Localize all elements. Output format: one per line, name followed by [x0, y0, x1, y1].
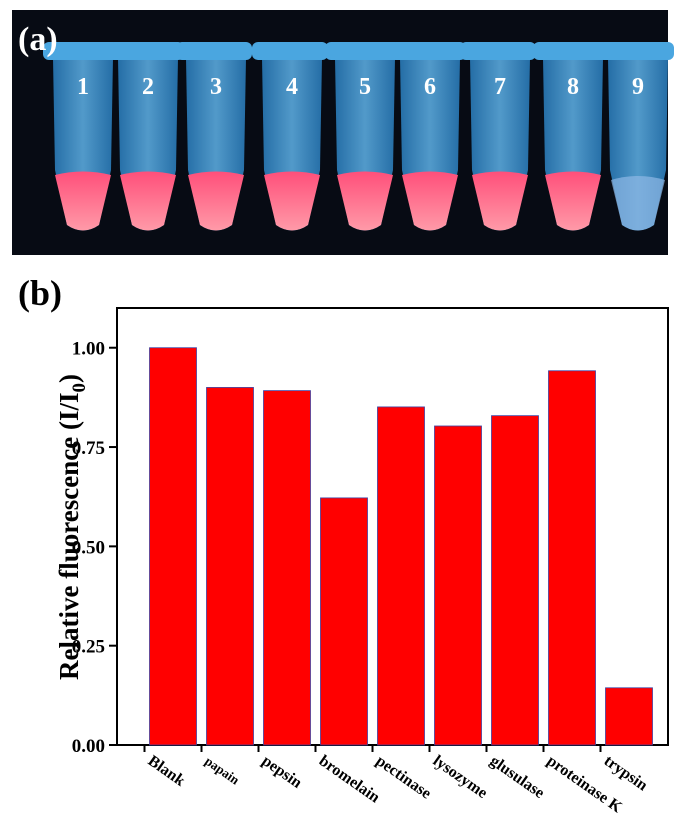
y-axis-label: Relative fluorescence (I/I0) — [54, 374, 90, 680]
bar — [491, 415, 539, 746]
panel-label-a: (a) — [18, 21, 58, 58]
tube: 2 — [108, 42, 184, 231]
bar — [605, 687, 653, 746]
bar — [320, 497, 368, 746]
photo: 1 2 3 4 5 6 7 8 9 — [43, 42, 674, 231]
tube: 7 — [460, 42, 536, 231]
tube: 8 — [533, 42, 609, 231]
y-tick-label: 1.00 — [72, 339, 105, 360]
tube-cap — [176, 42, 252, 60]
y-tick-label: 0.25 — [72, 637, 105, 658]
tube: 5 — [325, 42, 401, 231]
tube-liquid — [188, 171, 244, 231]
y-label-main: Relative fluorescence (I/I — [54, 393, 84, 680]
tube: 6 — [390, 42, 466, 231]
tube-cap — [252, 42, 328, 60]
tube-cap — [108, 42, 184, 60]
y-label-end: ) — [54, 374, 84, 383]
tube-liquid — [264, 171, 320, 231]
y-tick-label: 0.75 — [72, 438, 105, 459]
tube-liquid — [545, 171, 601, 231]
bar — [149, 347, 197, 746]
tube-cap — [533, 42, 609, 60]
x-tick-label: Blank — [145, 752, 188, 789]
tube: 3 — [176, 42, 252, 231]
tube-label: 1 — [77, 74, 89, 100]
tube-cap — [460, 42, 536, 60]
x-tick-label: glusulase — [487, 752, 548, 802]
tube-label: 7 — [494, 74, 506, 100]
x-tick-label: lysozyme — [430, 752, 491, 802]
panel-label-b: (b) — [18, 273, 62, 313]
tube-cap — [598, 42, 674, 60]
tube-label: 5 — [359, 74, 371, 100]
tube-liquid — [120, 171, 176, 231]
tube-label: 3 — [210, 74, 222, 100]
tube-label: 8 — [567, 74, 579, 100]
tube-liquid — [402, 171, 458, 231]
tube-label: 9 — [632, 74, 644, 100]
tube-cap — [43, 42, 119, 60]
x-tick-label: bromelain — [316, 752, 383, 806]
x-tick-label: pectinase — [373, 752, 434, 802]
tube: 4 — [252, 42, 328, 231]
tube-cap — [390, 42, 466, 60]
tube: 9 — [598, 42, 674, 231]
bar — [263, 390, 311, 746]
bar — [434, 425, 482, 746]
bar — [377, 406, 425, 746]
x-tick-label: pepsin — [259, 752, 305, 791]
tube-liquid — [472, 171, 528, 231]
tube-cap — [325, 42, 401, 60]
y-tick-label: 0.00 — [72, 736, 105, 757]
tube-liquid — [611, 176, 665, 231]
tube-liquid — [55, 171, 111, 231]
bar — [548, 370, 596, 746]
chart: 0.00 0.25 0.50 0.75 1.00 Blank papain pepsin bro… — [72, 307, 669, 817]
tube-label: 2 — [142, 74, 154, 100]
x-tick-label: papain — [202, 753, 243, 788]
tube-label: 4 — [286, 74, 298, 100]
y-tick-label: 0.50 — [72, 537, 105, 558]
x-tick-label: trypsin — [601, 752, 651, 794]
tube-liquid — [337, 171, 393, 231]
y-label-sub: 0 — [69, 383, 90, 393]
tube-label: 6 — [424, 74, 436, 100]
tube: 1 — [43, 42, 119, 231]
bar — [206, 387, 254, 746]
